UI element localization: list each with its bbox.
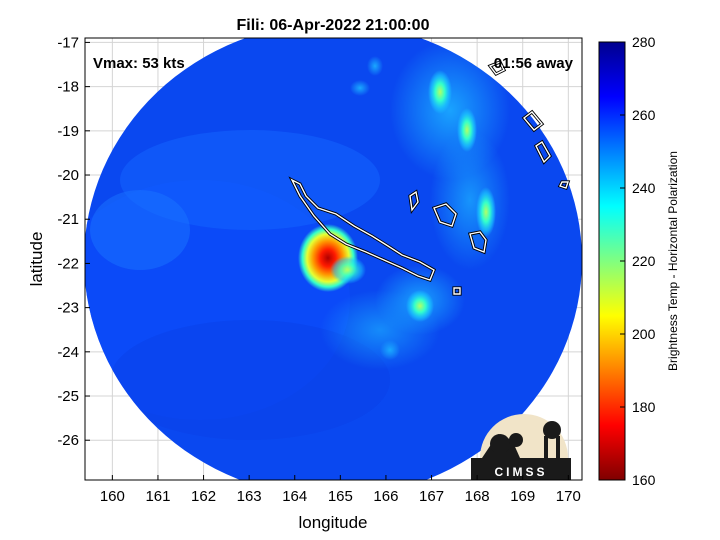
x-tick-label: 168 (465, 488, 490, 505)
y-tick-label: -19 (57, 123, 79, 140)
plot-area: CIMSS (84, 37, 583, 481)
y-axis: -17 -18 -19 -20 -21 -22 -23 -24 -25 -26 (57, 34, 90, 449)
x-tick-label: 163 (237, 488, 262, 505)
coastlines-outline (290, 61, 569, 295)
logo-text: CIMSS (494, 465, 547, 479)
x-tick-label: 170 (556, 488, 581, 505)
y-tick-label: -22 (57, 255, 79, 272)
colorbar: 160 180 200 220 240 260 280 Brightness Temp - … (598, 34, 680, 488)
y-tick-label: -18 (57, 79, 79, 96)
cimss-logo: CIMSS (471, 414, 571, 480)
x-axis: 160 161 162 163 164 165 166 167 168 169 170 (100, 475, 581, 505)
x-tick-label: 162 (191, 488, 216, 505)
y-tick-label: -24 (57, 344, 79, 361)
y-tick-label: -17 (57, 34, 79, 51)
vmax-annotation: Vmax: 53 kts (93, 55, 185, 72)
colorbar-tick-label: 220 (632, 253, 656, 269)
colorbar-tick-label: 200 (632, 326, 656, 342)
x-tick-label: 164 (282, 488, 307, 505)
time-offset-annotation: 01:56 away (494, 55, 574, 72)
x-tick-label: 160 (100, 488, 125, 505)
x-tick-label: 161 (145, 488, 170, 505)
chart-title: Fili: 06-Apr-2022 21:00:00 (237, 17, 430, 34)
y-tick-label: -26 (57, 432, 79, 449)
colorbar-tick-label: 180 (632, 399, 656, 415)
colorbar-tick-label: 240 (632, 180, 656, 196)
y-tick-label: -20 (57, 167, 79, 184)
x-tick-label: 169 (510, 488, 535, 505)
colorbar-ticks: 160 180 200 220 240 260 280 (620, 34, 656, 488)
y-axis-label: latitude (27, 232, 46, 287)
y-tick-label: -25 (57, 388, 79, 405)
x-tick-label: 165 (328, 488, 353, 505)
colorbar-label: Brightness Temp - Horizontal Polarizatio… (666, 151, 680, 371)
y-tick-label: -23 (57, 300, 79, 317)
x-axis-label: longitude (298, 513, 367, 532)
colorbar-tick-label: 260 (632, 107, 656, 123)
colorbar-tick-label: 280 (632, 34, 656, 50)
colorbar-tick-label: 160 (632, 472, 656, 488)
plot-frame (84, 37, 583, 481)
x-tick-label: 167 (419, 488, 444, 505)
y-tick-label: -21 (57, 211, 79, 228)
x-tick-label: 166 (373, 488, 398, 505)
